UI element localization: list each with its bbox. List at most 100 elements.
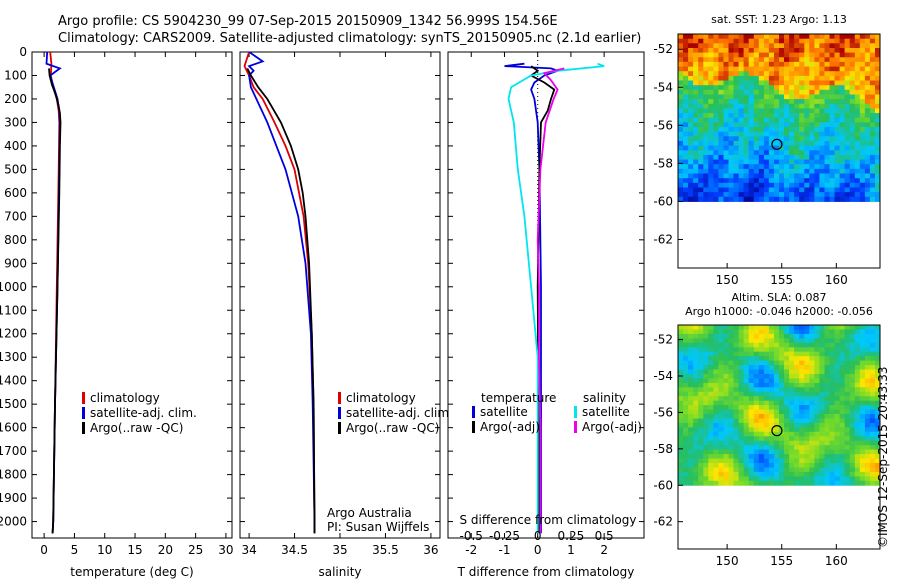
map-cell	[683, 436, 689, 442]
map-cell	[869, 94, 876, 100]
map-cell	[814, 187, 820, 193]
map-cell	[849, 57, 856, 63]
map-cell	[698, 325, 704, 330]
map-cell	[718, 396, 724, 402]
map-cell	[804, 52, 810, 58]
map-cell	[799, 89, 805, 95]
map-cell	[839, 61, 846, 67]
map-cell	[864, 467, 871, 473]
map-cell	[809, 43, 815, 49]
map-cell	[713, 159, 719, 165]
map-cell	[869, 480, 876, 486]
series-line-argo-raw-qc-	[48, 68, 62, 534]
map-cell	[698, 173, 704, 179]
map-cell	[779, 431, 785, 437]
map-cell	[829, 34, 835, 40]
map-cell	[723, 396, 729, 402]
map-cell	[789, 325, 795, 330]
map-cell	[839, 117, 846, 123]
map-cell	[718, 369, 724, 375]
map-cell	[875, 418, 881, 424]
map-cell	[799, 196, 805, 202]
map-cell	[753, 61, 760, 67]
map-cell	[688, 463, 694, 468]
map-cell	[814, 43, 820, 49]
map-cell	[733, 187, 739, 193]
map-cell	[768, 365, 775, 370]
map-cell	[763, 61, 770, 67]
map-cell	[824, 136, 830, 142]
map-cell	[814, 454, 820, 459]
map-cell	[839, 173, 846, 179]
map-cell	[819, 196, 825, 202]
map-cell	[839, 347, 846, 353]
map-cell	[869, 117, 876, 123]
map-cell	[799, 431, 805, 437]
map-cell	[809, 145, 815, 151]
map-cell	[814, 154, 820, 160]
map-cell	[854, 80, 861, 86]
map-cell	[708, 127, 714, 133]
map-cell	[864, 391, 871, 397]
map-cell	[844, 427, 851, 433]
map-cell	[814, 458, 820, 464]
map-cell	[819, 374, 825, 379]
map-cell	[768, 445, 775, 451]
map-cell	[768, 458, 775, 464]
map-cell	[784, 471, 790, 477]
map-cell	[804, 400, 810, 406]
map-cell	[789, 48, 795, 54]
map-cell	[678, 378, 684, 384]
map-cell	[829, 396, 835, 402]
map-cell	[875, 192, 881, 198]
map-cell	[804, 66, 810, 72]
map-cell	[794, 99, 800, 105]
map-cell	[743, 463, 750, 468]
map-cell	[819, 173, 825, 179]
map-cell	[688, 85, 694, 91]
map-cell	[799, 463, 805, 468]
map-cell	[768, 333, 775, 339]
map-cell	[693, 182, 699, 188]
map-cell	[683, 150, 689, 156]
map-field	[678, 34, 881, 202]
map-cell	[718, 66, 724, 72]
map-cell	[733, 467, 739, 473]
map-cell	[809, 192, 815, 198]
map-cell	[824, 356, 830, 362]
map-cell	[698, 360, 704, 366]
map-cell	[748, 374, 755, 379]
map-cell	[713, 374, 719, 379]
map-cell	[733, 458, 739, 464]
map-cell	[789, 369, 795, 375]
map-cell	[844, 71, 851, 77]
map-cell	[859, 57, 866, 63]
map-cell	[829, 431, 835, 437]
map-cell	[713, 369, 719, 375]
map-cell	[678, 356, 684, 362]
map-cell	[789, 342, 795, 348]
map-cell	[819, 391, 825, 397]
map-cell	[829, 387, 835, 393]
y-tick-label: 1800	[0, 468, 27, 482]
map-cell	[824, 325, 830, 330]
map-cell	[864, 113, 871, 119]
map-cell	[733, 57, 739, 63]
map-cell	[728, 145, 734, 151]
map-cell	[834, 34, 840, 40]
map-cell	[733, 34, 739, 40]
map-cell	[824, 192, 830, 198]
map-cell	[713, 113, 719, 119]
map-cell	[794, 382, 800, 388]
map-cell	[713, 378, 719, 384]
map-cell	[708, 418, 714, 424]
y-tick-label: 1300	[0, 350, 27, 364]
map-cell	[814, 418, 820, 424]
map-cell	[864, 136, 871, 142]
map-cell	[784, 182, 790, 188]
map-cell	[839, 48, 846, 54]
map-cell	[708, 66, 714, 72]
map-cell	[839, 351, 846, 357]
map-cell	[743, 329, 750, 335]
map-cell	[849, 342, 856, 348]
